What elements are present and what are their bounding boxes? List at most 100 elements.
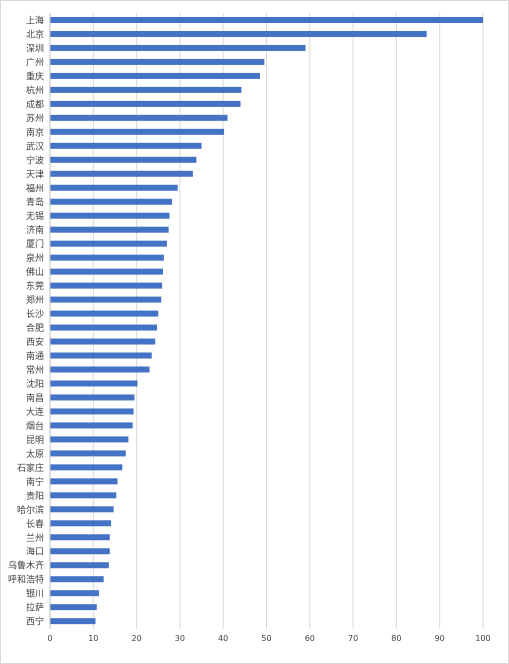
category-label: 厦门 [26,238,44,250]
bar [50,408,134,415]
bar [50,128,225,135]
bar [50,338,156,345]
bar [50,30,427,37]
bar [50,296,162,303]
bar [50,184,178,191]
bar [50,352,152,359]
bar [50,380,138,387]
bar [50,506,114,513]
x-tick-label: 30 [175,634,185,643]
bar [50,268,164,275]
category-label: 乌鲁木齐 [8,560,44,572]
bar [50,478,118,485]
bar [50,576,104,583]
category-label: 成都 [26,98,44,110]
category-label: 上海 [26,15,44,27]
bar [50,534,110,541]
bar [50,226,169,233]
bar [50,17,483,23]
category-label: 泉州 [26,252,44,264]
category-label: 沈阳 [26,378,44,390]
category-label: 郑州 [26,294,44,306]
bar [50,86,242,93]
bar [50,212,170,219]
bar [50,58,265,65]
bar [50,170,193,177]
category-label: 兰州 [26,532,44,544]
category-label: 广州 [26,56,44,68]
category-label: 苏州 [26,112,44,124]
category-label: 深圳 [26,43,44,54]
x-tick-label: 80 [391,634,401,643]
category-label: 重庆 [26,70,44,82]
category-label: 海口 [26,546,44,558]
category-label: 宁波 [26,154,44,166]
x-tick-label: 100 [475,634,490,643]
bar [50,282,163,289]
bar [50,324,157,331]
bar [50,590,99,597]
category-label: 杭州 [26,84,44,96]
category-label: 大连 [26,406,44,418]
bar [50,366,150,373]
category-label: 南京 [26,126,44,138]
bar [50,464,123,471]
category-label: 太原 [26,448,44,460]
bar [50,604,97,611]
x-tick-label: 50 [261,634,271,643]
category-label: 佛山 [26,266,44,278]
bar [50,492,117,499]
bar [50,142,202,149]
category-label: 青岛 [26,196,44,208]
bar [50,240,167,247]
bar [50,618,96,625]
x-tick-label: 70 [348,634,358,643]
category-label: 长沙 [26,308,44,320]
bar [50,310,159,317]
bar [50,520,112,527]
bar [50,254,164,261]
category-label: 南昌 [26,392,44,404]
category-label: 济南 [26,224,44,236]
bar [50,422,133,429]
category-label: 合肥 [26,322,44,334]
category-label: 石家庄 [17,462,44,474]
category-label: 天津 [26,169,44,180]
bar [50,394,135,401]
bar [50,100,241,107]
category-label: 北京 [26,28,44,40]
category-label: 西安 [26,336,44,348]
x-tick-label: 0 [47,634,52,643]
category-label: 哈尔滨 [17,504,44,516]
category-label: 银川 [26,588,44,600]
category-label: 贵阳 [26,490,44,502]
category-label: 无锡 [26,211,44,222]
bar [50,436,129,443]
category-label: 西宁 [26,616,44,628]
x-tick-labels: 0 10 20 30 40 50 60 70 80 90 100 [47,634,490,643]
category-label: 长春 [26,518,44,530]
bar [50,72,261,79]
x-tick-label: 40 [218,634,228,643]
category-label: 南宁 [26,476,44,488]
bar [50,548,110,555]
category-label: 烟台 [26,420,44,432]
bars [50,17,483,625]
category-label: 东莞 [26,280,44,292]
category-labels: 上海北京深圳广州重庆杭州成都苏州南京武汉宁波天津福州青岛无锡济南厦门泉州佛山东莞… [8,15,44,628]
category-label: 昆明 [26,435,44,446]
x-tick-label: 90 [435,634,445,643]
bar [50,44,306,51]
category-label: 常州 [26,364,44,376]
category-label: 福州 [26,182,44,194]
category-label: 武汉 [26,140,44,152]
bar [50,450,126,457]
bar [50,156,197,163]
x-tick-label: 10 [88,634,98,643]
category-label: 拉萨 [26,602,44,614]
x-tick-label: 20 [132,634,142,643]
x-tick-label: 60 [305,634,315,643]
category-label: 呼和浩特 [8,574,44,586]
